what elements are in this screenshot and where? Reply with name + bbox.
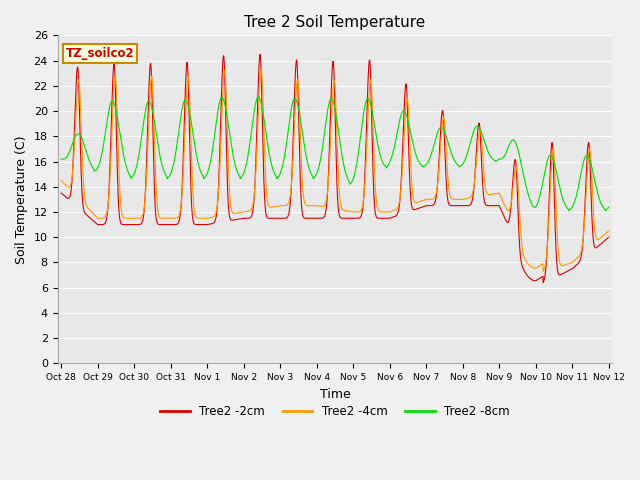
Tree2 -4cm: [268, 204, 275, 210]
Tree2 -8cm: [291, 96, 299, 101]
Title: Tree 2 Soil Temperature: Tree 2 Soil Temperature: [244, 15, 426, 30]
Tree2 -2cm: [595, 243, 602, 249]
Tree2 -2cm: [291, 78, 299, 84]
Line: Tree2 -2cm: Tree2 -2cm: [61, 54, 609, 283]
Tree2 -8cm: [535, 196, 543, 202]
Tree2 -2cm: [120, 222, 127, 228]
Tree2 -8cm: [595, 192, 602, 198]
Text: TZ_soilco2: TZ_soilco2: [66, 47, 134, 60]
Tree2 -2cm: [152, 215, 160, 221]
Tree2 -8cm: [58, 156, 65, 162]
Tree2 -2cm: [540, 280, 547, 286]
Y-axis label: Soil Temperature (C): Soil Temperature (C): [15, 135, 28, 264]
Tree2 -4cm: [291, 111, 299, 117]
Tree2 -4cm: [120, 215, 127, 220]
Tree2 -2cm: [268, 216, 275, 221]
Tree2 -4cm: [540, 268, 547, 274]
Tree2 -4cm: [58, 178, 65, 183]
Tree2 -8cm: [254, 94, 262, 100]
Tree2 -8cm: [120, 153, 127, 158]
Line: Tree2 -8cm: Tree2 -8cm: [61, 97, 609, 211]
Tree2 -4cm: [605, 228, 612, 234]
Tree2 -4cm: [257, 67, 265, 73]
Tree2 -8cm: [565, 208, 573, 214]
Tree2 -2cm: [535, 276, 543, 281]
Tree2 -4cm: [535, 263, 543, 269]
Tree2 -8cm: [152, 130, 160, 135]
Line: Tree2 -4cm: Tree2 -4cm: [61, 70, 609, 271]
Tree2 -2cm: [257, 51, 264, 57]
X-axis label: Time: Time: [319, 388, 350, 401]
Tree2 -2cm: [605, 234, 612, 240]
Legend: Tree2 -2cm, Tree2 -4cm, Tree2 -8cm: Tree2 -2cm, Tree2 -4cm, Tree2 -8cm: [156, 401, 515, 423]
Tree2 -8cm: [268, 161, 275, 167]
Tree2 -4cm: [595, 237, 602, 242]
Tree2 -8cm: [605, 204, 612, 210]
Tree2 -4cm: [152, 183, 160, 189]
Tree2 -2cm: [58, 190, 65, 196]
